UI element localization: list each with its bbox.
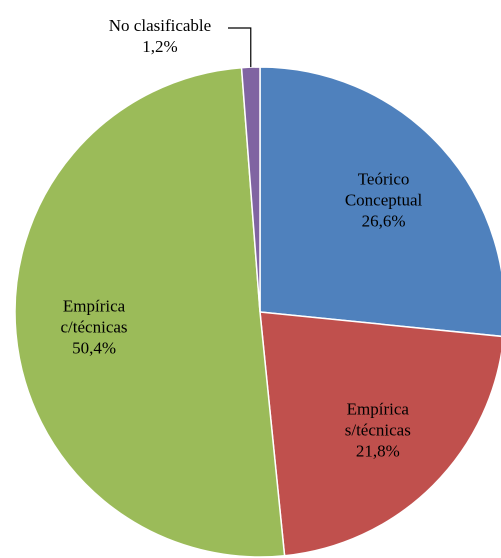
category-label: Empírica c/técnicas [60,296,128,337]
slice-label: Empírica c/técnicas 50,4% [39,295,149,358]
pie-slice [259,66,501,338]
value-label: 26,6% [361,211,406,231]
pie-slice [14,66,286,558]
leader-line [228,27,252,68]
category-label: Empírica s/técnicas [344,399,411,440]
category-label: No clasificable [108,16,212,35]
value-label: 1,2% [142,37,178,56]
value-label: 21,8% [355,441,400,461]
pie-slice [240,66,261,313]
slice-label: No clasificable 1,2% [109,15,211,57]
pie-slice [259,311,501,557]
value-label: 50,4% [72,338,116,358]
category-label: Teórico Conceptual [344,169,423,210]
slice-label: Teórico Conceptual 26,6% [329,169,439,232]
slice-label: Empírica s/técnicas 21,8% [323,398,433,461]
